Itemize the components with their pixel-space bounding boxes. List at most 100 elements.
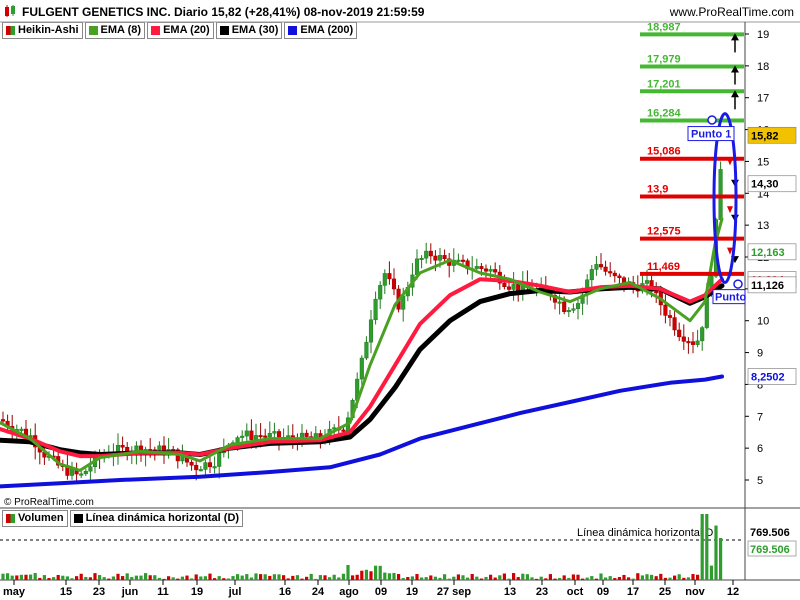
volume-bar [548,574,552,580]
volume-bar [355,574,359,580]
ema200-swatch-icon [288,26,298,35]
price-tag [747,368,797,385]
time-tick-label: 19 [191,586,203,598]
volume-bar [571,574,575,580]
legend-volumen[interactable]: Volumen [2,510,68,527]
volume-bar [682,577,686,580]
volume-bar [171,577,175,580]
volume-bar [700,514,704,580]
candle-body [460,259,466,262]
time-tick-label: nov [685,586,705,598]
price-tag [747,126,797,144]
candle-body [433,255,438,261]
legend-heikin-ashi[interactable]: Heikin-Ashi [2,22,83,39]
arrow-up-icon [731,33,739,41]
volume-bar [190,578,194,580]
volume-bar [240,575,244,580]
volume-bar [346,564,350,580]
volume-bar [98,575,102,580]
volume-bar [709,565,713,580]
candle-body [19,428,24,431]
volume-bar [102,577,106,580]
volume-bar [581,578,585,580]
price-tick-label: 5 [757,475,763,487]
volume-bar [438,577,442,580]
level-label: 17,979 [647,54,681,66]
legend-linea-dinamica[interactable]: Línea dinámica horizontal (D) [69,510,244,527]
candle-body [612,272,617,277]
volume-bar [116,573,120,580]
volume-bar [585,577,589,580]
price-tick-label: 15 [757,156,769,168]
candle-body [695,340,700,345]
time-tick-label: jun [121,586,139,598]
volume-bar [130,577,134,580]
volume-bar [309,573,313,580]
volume-bar [484,576,488,580]
volume-bar [305,576,309,580]
volume-bar [88,577,92,580]
horizontal-levels: 18,987 17,979 17,201 16,284 15,086 13,9 12,575… [640,21,744,276]
volume-bar [369,571,373,580]
volume-bar [268,575,272,580]
volume-bar [282,575,286,580]
legend-label: EMA (20) [163,24,210,36]
level-label: 13,9 [647,183,668,195]
candle-body [373,298,378,321]
candle-body [341,429,346,432]
volume-bar [180,576,184,580]
price-tag-label: 8,2502 [751,371,785,383]
candle-body [608,271,613,274]
punto2-label: Punto [715,292,746,304]
ema8-swatch-icon [88,26,98,35]
volume-bar [650,574,654,580]
volume-bar [562,575,566,580]
level-label: 18,987 [647,21,681,33]
price-tag-label: 14,30 [751,179,779,191]
volume-bar [236,574,240,580]
legend-label: EMA (8) [100,24,142,36]
time-tick-label: 09 [375,586,387,598]
candle-body [598,264,604,268]
candle-body [493,269,498,273]
candle-body [681,336,686,342]
volume-bar [364,569,368,580]
candle-body [456,259,461,262]
candle-body [217,452,222,467]
volume-bar [203,576,207,580]
volume-bar [38,577,42,580]
candle-body [368,319,374,343]
price-tick-label: 19 [757,29,769,41]
volume-bar [24,574,28,580]
volume-bar [323,575,327,580]
price-tag-label: 15,82 [751,130,779,142]
volume-bar [84,576,88,580]
volume-bar [259,574,263,580]
volume-bar [475,576,479,580]
candle-body [378,285,383,300]
punto1-marker [707,115,717,125]
volume-bar [498,575,502,580]
candle-body [267,432,272,438]
candle-body [240,435,245,438]
volume-bar [33,573,37,580]
volume-bar [139,575,143,580]
time-tick-label: jul [228,586,242,598]
volume-bar [719,538,723,580]
legend-ema200[interactable]: EMA (200) [284,22,358,39]
volume-bar [226,578,230,580]
candle-body [700,327,705,342]
legend-ema20[interactable]: EMA (20) [147,22,214,39]
candle-body [479,266,484,270]
candle-body [483,268,489,272]
volume-bar [65,576,69,580]
punto1-label: Punto 1 [691,129,731,141]
volume-bar [429,575,433,580]
time-tick-label: 12 [727,586,739,598]
time-tick-label: 17 [627,586,639,598]
volume-swatch-icon [6,514,15,523]
candle-body [120,445,125,448]
volume-bar [111,576,115,580]
time-tick-label: 13 [504,586,516,598]
